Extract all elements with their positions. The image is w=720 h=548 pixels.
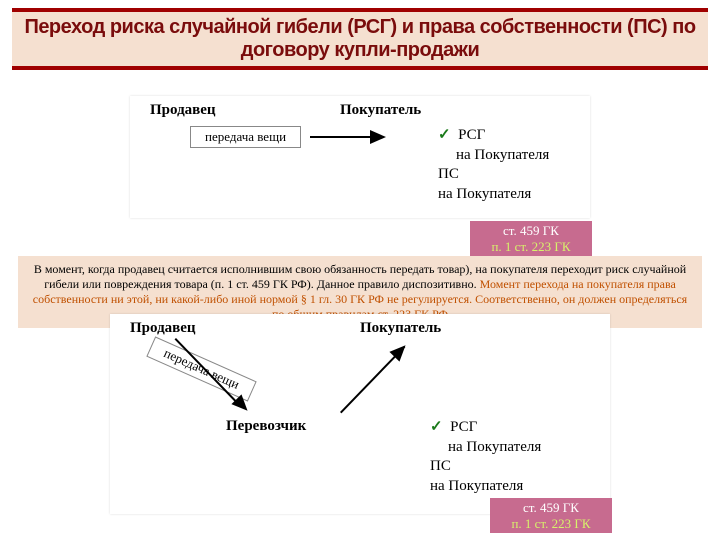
rsg-to-2: на Покупателя: [430, 438, 541, 458]
result-list: ✓ РСГ на Покупателя ПС на Покупателя: [438, 126, 549, 204]
law-reference-2: ст. 459 ГК п. 1 ст. 223 ГК: [490, 498, 612, 533]
ps-to: на Покупателя: [438, 185, 549, 205]
transfer-box-2: передача вещи: [146, 336, 256, 401]
carrier-label: Перевозчик: [226, 418, 306, 435]
ps-label: ПС: [438, 165, 549, 185]
transfer-box: передача вещи: [190, 126, 301, 148]
law-line2: п. 1 ст. 223 ГК: [480, 239, 582, 255]
buyer-label-2: Покупатель: [360, 320, 441, 337]
law-line1: ст. 459 ГК: [480, 223, 582, 239]
ps-to-2: на Покупателя: [430, 477, 541, 497]
check-icon: ✓: [438, 127, 451, 143]
diagram-direct-sale: Продавец Покупатель передача вещи ✓ РСГ …: [130, 96, 590, 218]
result-list-2: ✓ РСГ на Покупателя ПС на Покупателя: [430, 418, 541, 496]
buyer-label: Покупатель: [340, 102, 421, 119]
rsg-line: ✓ РСГ: [438, 126, 549, 146]
law-reference-1: ст. 459 ГК п. 1 ст. 223 ГК: [470, 221, 592, 256]
check-icon: ✓: [430, 419, 443, 435]
arrow-line: [310, 136, 372, 138]
arrow-head-icon: [370, 130, 386, 144]
diagram-carrier-sale: Продавец Покупатель передача вещи Перево…: [110, 314, 610, 514]
title-bar: Переход риска случайной гибели (РСГ) и п…: [12, 8, 708, 70]
seller-label: Продавец: [150, 102, 216, 119]
law-line2-2: п. 1 ст. 223 ГК: [500, 516, 602, 532]
ps-label-2: ПС: [430, 457, 541, 477]
seller-label-2: Продавец: [130, 320, 196, 337]
rsg-to: на Покупателя: [438, 146, 549, 166]
rsg: РСГ: [458, 127, 485, 143]
page-title: Переход риска случайной гибели (РСГ) и п…: [22, 16, 698, 62]
law-line1-2: ст. 459 ГК: [500, 500, 602, 516]
rsg-line-2: ✓ РСГ: [430, 418, 541, 438]
rsg-2: РСГ: [450, 419, 477, 435]
